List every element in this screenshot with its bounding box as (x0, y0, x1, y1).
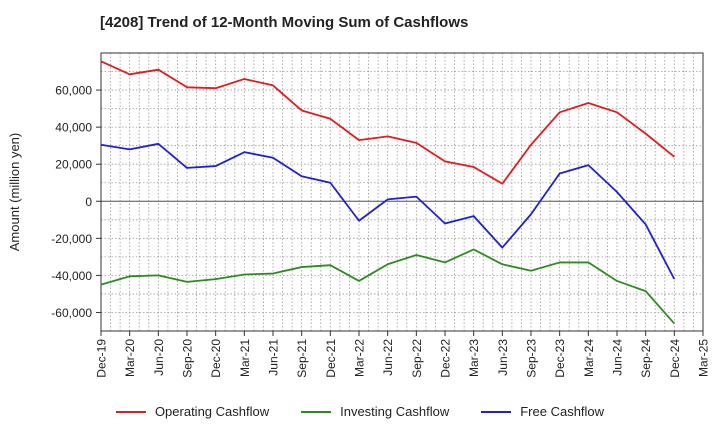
x-tick-label: Jun-20 (152, 339, 166, 376)
series-lines (100, 60, 676, 325)
legend: Operating Cashflow Investing Cashflow Fr… (0, 404, 720, 419)
y-tick-label: -20,000 (51, 232, 92, 246)
series-line-free-cashflow (100, 142, 676, 280)
x-tick-label: Mar-20 (123, 339, 137, 377)
x-tick-label: Mar-23 (467, 339, 481, 377)
x-tick-label: Jun-22 (381, 339, 395, 376)
x-tick-label: Dec-19 (95, 339, 109, 378)
x-tick-label: Sep-24 (639, 339, 653, 378)
chart-title: [4208] Trend of 12-Month Moving Sum of C… (100, 14, 469, 31)
legend-label-free: Free Cashflow (520, 404, 605, 419)
x-tick-label: Dec-20 (209, 339, 223, 378)
legend-item-operating: Operating Cashflow (115, 404, 270, 419)
series-line-operating-cashflow (100, 60, 675, 185)
legend-item-investing: Investing Cashflow (301, 404, 449, 419)
x-tick-label: Dec-23 (553, 339, 567, 378)
x-tick-label: Sep-22 (410, 339, 424, 378)
axes: 60,000 40,000 20,000 0 -20,000 -40,000 -60,000… (51, 52, 711, 378)
x-tick-label: Mar-24 (582, 339, 596, 377)
x-tick-label: Mar-21 (238, 339, 252, 377)
x-tick-label: Dec-22 (439, 339, 453, 378)
legend-label-operating: Operating Cashflow (154, 404, 270, 419)
legend-swatch-investing (301, 410, 332, 413)
x-tick-label: Mar-22 (353, 339, 367, 377)
x-tick-label: Mar-25 (697, 339, 711, 377)
y-tick-label: -60,000 (51, 306, 92, 320)
plot-frame (100, 52, 704, 332)
series-line-investing-cashflow (100, 248, 676, 325)
legend-swatch-free (481, 410, 512, 413)
x-tick-label: Jun-24 (611, 339, 625, 376)
x-tick-label: Sep-21 (295, 339, 309, 378)
x-tick-label: Sep-20 (181, 339, 195, 378)
legend-item-free: Free Cashflow (481, 404, 604, 419)
y-tick-label: 0 (85, 195, 92, 209)
x-tick-label: Dec-21 (324, 339, 338, 378)
x-tick-label: Jun-21 (267, 339, 281, 376)
legend-label-investing: Investing Cashflow (340, 404, 450, 419)
y-tick-label: 60,000 (55, 84, 92, 98)
x-tick-label: Jun-23 (496, 339, 510, 376)
y-tick-label: -40,000 (51, 269, 92, 283)
x-tick-label: Dec-24 (668, 339, 682, 378)
x-tick-label: Sep-23 (525, 339, 539, 378)
y-axis-label: Amount (million yen) (7, 133, 22, 252)
plot-area (101, 53, 703, 331)
y-tick-label: 20,000 (55, 158, 92, 172)
grid (100, 53, 704, 331)
y-tick-label: 40,000 (55, 121, 92, 135)
legend-swatch-operating (115, 410, 146, 413)
